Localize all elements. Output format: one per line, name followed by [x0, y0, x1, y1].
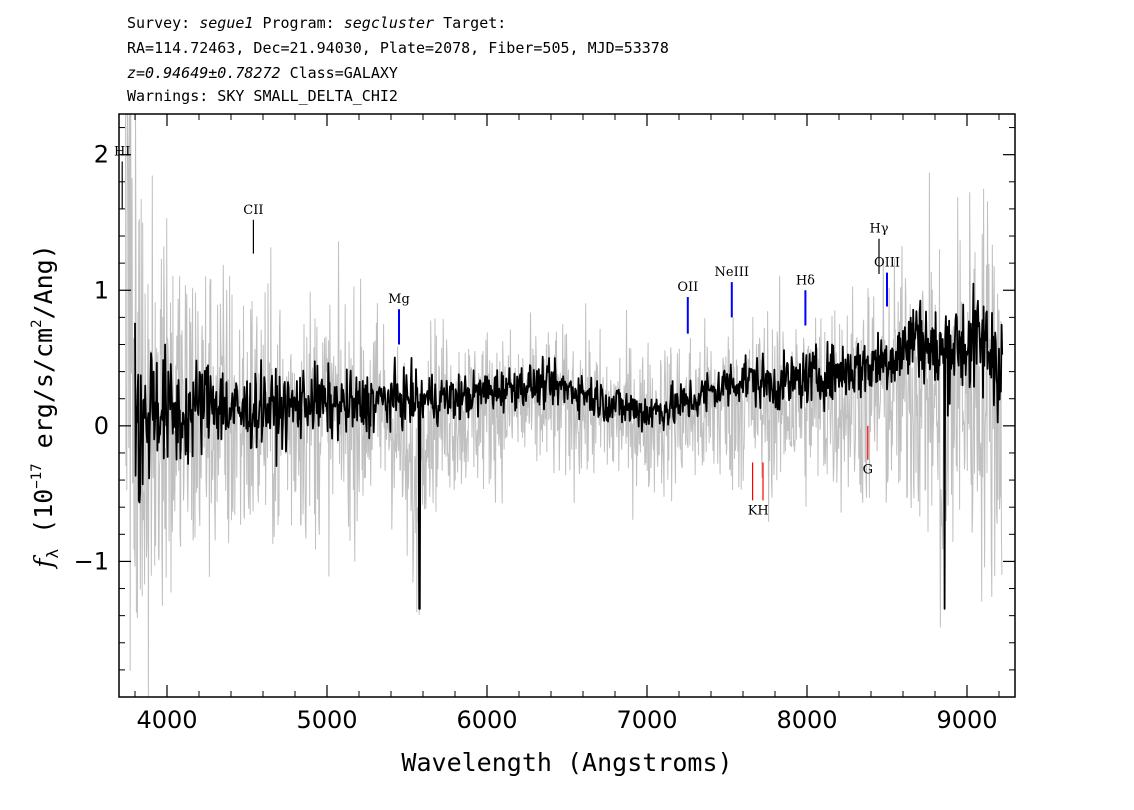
line-label-mg: Mg — [388, 292, 410, 307]
survey-label: Survey: — [127, 14, 191, 32]
plot-frame — [118, 113, 1016, 698]
line-label-oii: OII — [677, 280, 698, 295]
x-tick-label: 5000 — [296, 706, 357, 734]
line-label-neiii: NeIII — [715, 265, 749, 280]
line-label-g: G — [863, 463, 873, 478]
line-label-cii: CII — [243, 203, 263, 218]
error-envelope — [125, 114, 1003, 697]
flux-series — [134, 282, 1004, 610]
x-axis-title: Wavelength (Angstroms) — [401, 748, 732, 777]
y-tick-label: −1 — [74, 547, 109, 575]
x-tick-label: 7000 — [616, 706, 677, 734]
line-label-hγ: Hγ — [869, 222, 888, 237]
header-line-3: z=0.94649±0.78272 Class=GALAXY — [127, 62, 398, 84]
target-label: Target: — [443, 14, 507, 32]
class-value: Class=GALAXY — [289, 64, 398, 82]
line-label-k: K — [748, 503, 758, 518]
line-label-h: H — [757, 503, 768, 518]
header-line-4: Warnings: SKY SMALL_DELTA_CHI2 — [127, 87, 398, 105]
y-axis-title: fλ (10−17 erg/s/cm2/Ang) — [29, 244, 62, 570]
header-line-2: RA=114.72463, Dec=21.94030, Plate=2078, … — [127, 39, 669, 57]
y-tick-label: 0 — [94, 412, 109, 440]
line-label-oiii: OIII — [874, 256, 900, 271]
y-tick-label: 2 — [94, 141, 109, 169]
survey-value: segue1 — [199, 14, 254, 32]
svg-text:fλ (10−17 erg/s/cm2/Ang): fλ (10−17 erg/s/cm2/Ang) — [29, 244, 62, 570]
axis-ticks: 4000 5000 6000 7000 8000 9000 −1 0 1 2 — [74, 114, 1015, 734]
program-label: Program: — [262, 14, 335, 32]
program-value: segcluster — [343, 14, 435, 32]
x-tick-label: 8000 — [776, 706, 837, 734]
flux-series-line — [134, 282, 1004, 610]
line-markers: HI CII Mg OII NeIII Hδ Hγ OIII K H G — [114, 144, 900, 518]
redshift-value: z=0.94649±0.78272 — [127, 64, 281, 82]
line-label-hi: HI — [114, 144, 130, 159]
x-tick-label: 9000 — [936, 706, 997, 734]
x-tick-label: 4000 — [136, 706, 197, 734]
x-tick-label: 6000 — [456, 706, 517, 734]
header-line-1: Survey: segue1 Program: segcluster Targe… — [127, 12, 506, 34]
y-tick-label: 1 — [94, 276, 109, 304]
error-series-line — [125, 114, 1003, 697]
line-label-hδ: Hδ — [796, 273, 815, 288]
